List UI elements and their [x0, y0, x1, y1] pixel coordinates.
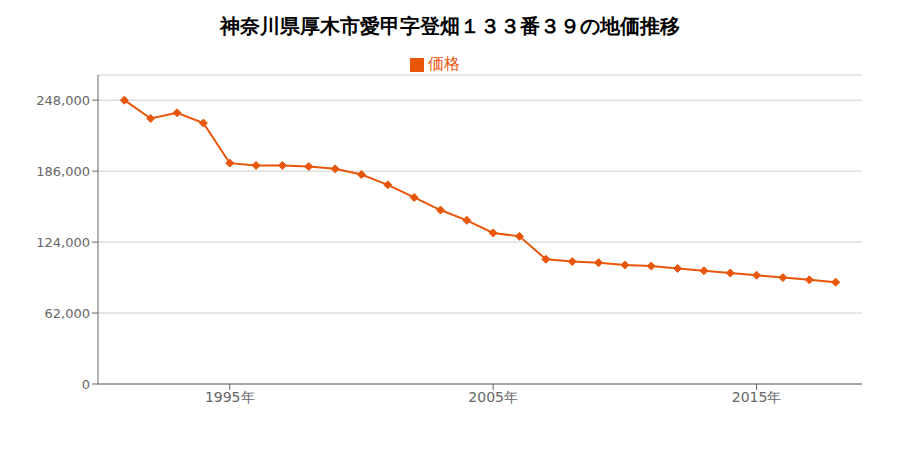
svg-text:124,000: 124,000 [36, 235, 90, 250]
svg-text:2015年: 2015年 [732, 389, 782, 405]
html-text:価格: 価格 [428, 54, 460, 73]
svg-text:2005年: 2005年 [468, 389, 518, 405]
svg-text:1995年: 1995年 [205, 389, 255, 405]
svg-text:248,000: 248,000 [36, 93, 90, 108]
svg-text:62,000: 62,000 [45, 306, 91, 321]
svg-text:186,000: 186,000 [36, 164, 90, 179]
svg-text:0: 0 [82, 377, 90, 392]
html-text:神奈川県厚木市愛甲字登畑１３３番３９の地価推移: 神奈川県厚木市愛甲字登畑１３３番３９の地価推移 [220, 14, 680, 38]
